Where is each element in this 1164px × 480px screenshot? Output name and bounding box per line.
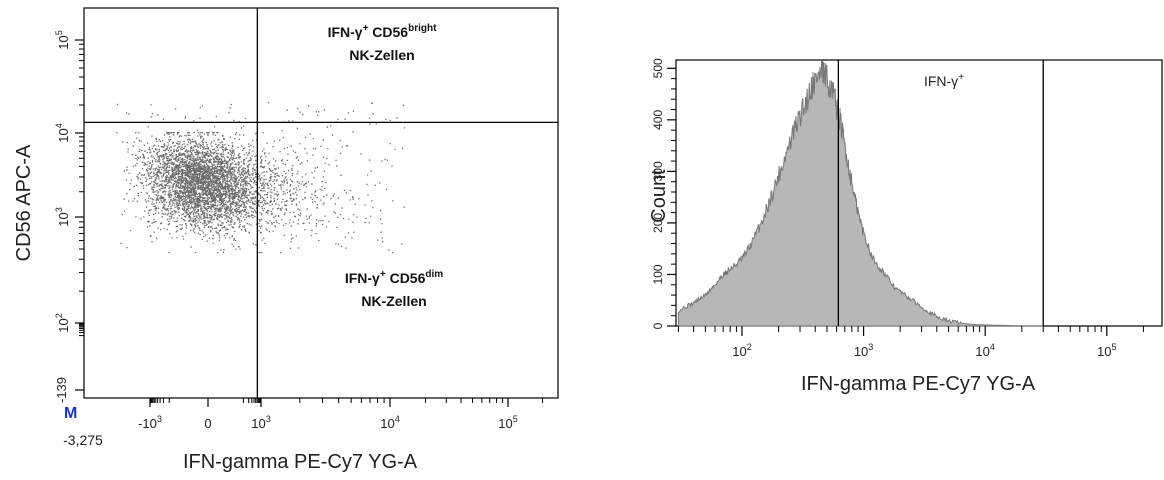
scatter-x-tick-label: -103 xyxy=(138,414,162,431)
histogram-area xyxy=(677,60,1044,327)
scatter-x-min-label: -3,275 xyxy=(63,432,103,448)
quadrant-label-lower-right-line1: IFN-γ+ CD56dim xyxy=(345,269,443,286)
histogram-x-tick-label: 103 xyxy=(854,342,874,359)
scatter-y-tick-label: -139 xyxy=(54,377,69,403)
scatter-y-tick-label: 105 xyxy=(54,30,71,50)
histogram-x-axis-label: IFN-gamma PE-Cy7 YG-A xyxy=(801,373,1036,395)
histogram-y-tick-label: 300 xyxy=(651,161,665,181)
histogram-plot: 102 103 104 105 0 100 200 300 400 500 IFN-γ+ IFN-… xyxy=(648,58,1163,395)
scatter-x-tick-label: 105 xyxy=(498,414,518,431)
scatter-axes: -103 0 103 104 105 -139 102 103 104 105 xyxy=(54,30,544,431)
scatter-frame xyxy=(83,7,559,399)
quadrant-label-upper-right-line1: IFN-γ+ CD56bright xyxy=(328,23,438,40)
scatter-x-tick-label: 104 xyxy=(380,414,400,431)
scatter-y-axis-label: CD56 APC-A xyxy=(13,144,35,261)
histogram-y-tick-label: 400 xyxy=(651,110,665,130)
scatter-x-axis-label: IFN-gamma PE-Cy7 YG-A xyxy=(183,451,418,473)
histogram-gate-label: IFN-γ+ xyxy=(924,72,964,89)
histogram-y-tick-label: 200 xyxy=(651,213,665,233)
histogram-x-tick-label: 104 xyxy=(975,342,995,359)
scatter-y-tick-label: 102 xyxy=(54,313,71,333)
histogram-y-axis-label: Count xyxy=(648,169,670,223)
quadrant-label-upper-right-line2: NK-Zellen xyxy=(349,47,414,63)
quadrant-label-lower-right-line2: NK-Zellen xyxy=(361,293,426,309)
scatter-y-tick-label: 103 xyxy=(54,207,71,227)
histogram-y-tick-label: 100 xyxy=(651,264,665,284)
histogram-axes: 102 103 104 105 0 100 200 300 400 500 xyxy=(651,58,1144,359)
scatter-x-tick-label: 103 xyxy=(251,414,271,431)
histogram-y-tick-label: 0 xyxy=(651,322,665,329)
scatter-y-tick-label: 104 xyxy=(54,123,71,143)
histogram-y-tick-label: 500 xyxy=(651,58,665,78)
histogram-x-tick-label: 105 xyxy=(1097,342,1117,359)
marker-m-label: M xyxy=(64,405,77,422)
scatter-plot: -103 0 103 104 105 -139 102 103 104 105 IFN-γ+ CD… xyxy=(13,7,559,473)
histogram-x-tick-label: 102 xyxy=(732,342,752,359)
scatter-x-tick-label: 0 xyxy=(204,416,211,431)
